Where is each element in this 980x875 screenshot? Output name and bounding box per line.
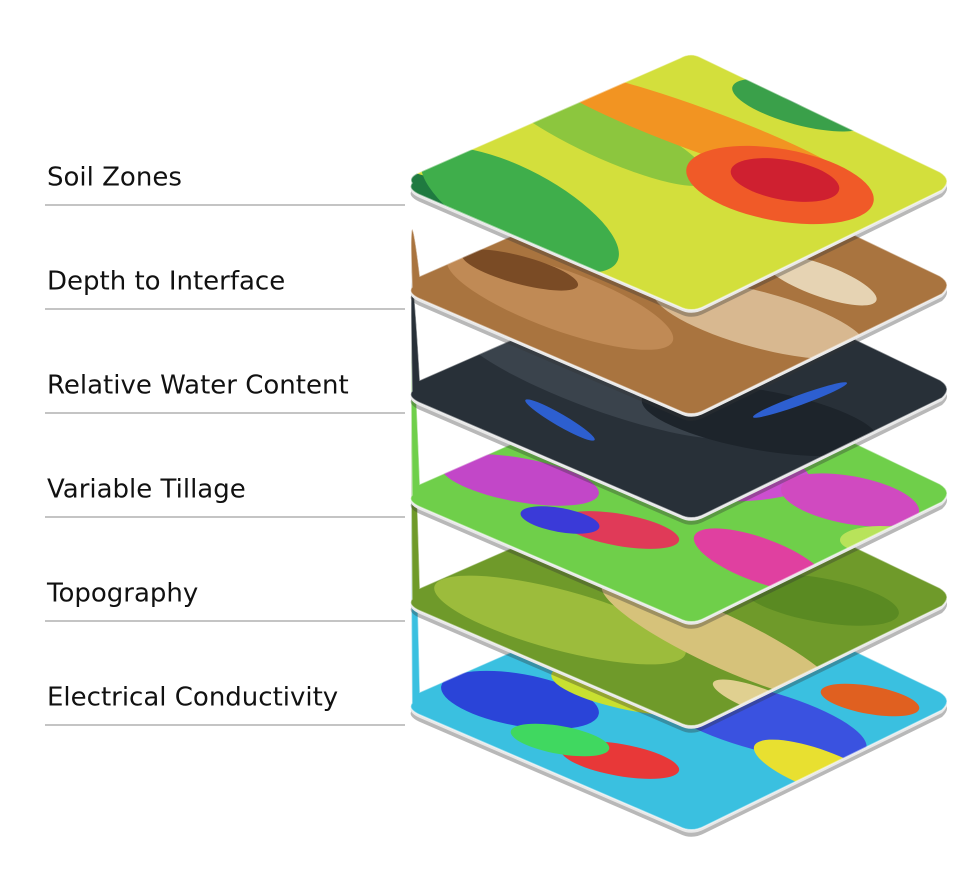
- layer-label: Soil Zones: [47, 163, 182, 193]
- texture-blob: [461, 249, 579, 291]
- layer-label: Depth to Interface: [47, 267, 285, 297]
- layer-label: Variable Tillage: [47, 475, 246, 505]
- layer-label: Topography: [46, 579, 198, 609]
- texture-blob: [752, 382, 848, 418]
- layer-outline: [409, 158, 948, 415]
- texture-blob: [741, 574, 899, 626]
- texture-blob: [434, 575, 686, 665]
- layer-label: Relative Water Content: [47, 371, 349, 401]
- layer-label: Electrical Conductivity: [47, 683, 338, 713]
- texture-blob: [763, 254, 877, 306]
- texture-blob: [441, 454, 599, 506]
- layer-stack: [409, 54, 948, 837]
- texture-blob: [780, 473, 920, 527]
- texture-blob: [520, 506, 600, 534]
- layer-outline: [409, 54, 948, 311]
- texture-blob: [510, 723, 610, 757]
- labels: Soil Zones Depth to Interface Relative Wat…: [45, 163, 405, 726]
- texture-blob: [820, 683, 920, 717]
- texture-blob: [730, 158, 840, 202]
- texture-blob: [525, 399, 595, 441]
- texture-blob: [421, 147, 619, 273]
